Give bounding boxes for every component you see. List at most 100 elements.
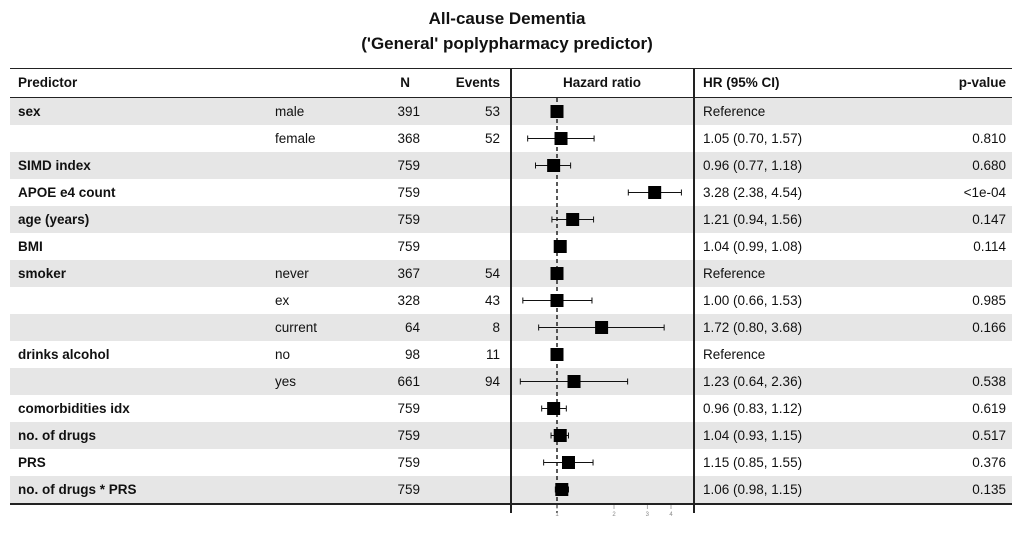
forest-point [541,402,567,415]
level-cell: male [275,104,305,119]
forest-point [550,348,564,361]
hr-ci-cell: 1.05 (0.70, 1.57) [703,131,803,146]
n-cell: 759 [397,212,420,227]
hr-ci-cell: 1.23 (0.64, 2.36) [703,374,803,389]
hr-ci-cell: 1.21 (0.94, 1.56) [703,212,803,227]
table-row: comorbidities idx 759 0.96 (0.83, 1.12) 0.6… [10,395,1012,422]
level-cell: yes [275,374,297,389]
header-events: Events [455,75,500,90]
events-cell: 8 [492,320,500,335]
hr-square [555,483,569,496]
forest-point [550,429,569,442]
forest-point [522,294,593,307]
pvalue-cell: 0.147 [972,212,1006,227]
n-cell: 64 [404,320,420,335]
table-row: ex 328 43 1.00 (0.66, 1.53) 0.985 [10,287,1012,314]
hr-square [561,456,575,469]
forest-point [551,213,595,226]
n-cell: 759 [397,185,420,200]
n-cell: 98 [404,347,420,362]
predictor-cell: APOE e4 count [18,185,116,200]
level-cell: no [275,347,291,362]
hr-ci-cell: 1.04 (0.93, 1.15) [703,428,803,443]
n-cell: 759 [397,428,420,443]
n-cell: 328 [397,293,420,308]
header-hr-ci: HR (95% CI) [703,75,780,90]
hr-ci-cell: Reference [703,347,766,362]
forest-plot: 1 2 3 4 [519,98,682,518]
events-cell: 53 [484,104,500,119]
forest-point [535,159,572,172]
pvalue-cell: 0.985 [972,293,1006,308]
hr-ci-cell: 1.15 (0.85, 1.55) [703,455,803,470]
events-cell: 94 [484,374,500,389]
hr-ci-cell: 1.04 (0.99, 1.08) [703,239,803,254]
table-row: no. of drugs * PRS 759 1.06 (0.98, 1.15) 0.… [10,476,1012,503]
predictor-cell: drinks alcohol [18,347,110,362]
n-cell: 759 [397,482,420,497]
predictor-cell: SIMD index [18,158,91,173]
table-bottom-border [10,503,1012,505]
level-cell: current [275,320,318,335]
header-pvalue: p-value [958,75,1006,90]
hr-ci-cell: 1.72 (0.80, 3.68) [703,320,803,335]
pvalue-cell: 0.680 [972,158,1006,173]
hr-ci-cell: 3.28 (2.38, 4.54) [703,185,803,200]
hr-square [550,294,564,307]
hr-square [554,132,568,145]
n-cell: 368 [397,131,420,146]
pvalue-cell: 0.114 [973,239,1006,254]
n-cell: 367 [397,266,420,281]
x-tick-label: 4 [669,512,673,518]
pvalue-cell: 0.538 [972,374,1006,389]
hr-square [550,105,564,118]
n-cell: 391 [397,104,420,119]
header-hazard-ratio: Hazard ratio [562,75,642,90]
forest-point [550,267,564,280]
predictor-cell: no. of drugs * PRS [18,482,137,497]
forest-table: Predictor N Events Hazard ratio HR (95% … [10,68,1012,518]
forest-point [543,456,594,469]
table-row: PRS 759 1.15 (0.85, 1.55) 0.376 [10,449,1012,476]
hr-ci-cell: 1.06 (0.98, 1.15) [703,482,803,497]
chart-subtitle: ('General' poplypharmacy predictor) [361,34,653,53]
level-cell: ex [275,293,290,308]
forest-point [553,240,567,253]
hr-square [648,186,662,199]
forest-point [550,105,564,118]
table-row: female 368 52 1.05 (0.70, 1.57) 0.810 [10,125,1012,152]
predictor-cell: no. of drugs [18,428,96,443]
n-cell: 759 [397,455,420,470]
hr-square [550,267,564,280]
events-cell: 54 [484,266,500,281]
pvalue-cell: 0.166 [972,320,1006,335]
hr-square [547,402,561,415]
header-predictor: Predictor [18,75,78,90]
hr-ci-cell: 0.96 (0.77, 1.18) [703,158,803,173]
forest-point [627,186,682,199]
pvalue-cell: 0.376 [972,455,1006,470]
pvalue-cell: 0.517 [972,428,1006,443]
table-row: BMI 759 1.04 (0.99, 1.08) 0.114 [10,233,1012,260]
hr-square [553,240,567,253]
hr-ci-cell: 1.00 (0.66, 1.53) [703,293,803,308]
x-tick-label: 2 [612,512,616,518]
hr-square [567,375,581,388]
x-tick-label: 3 [646,512,650,518]
forest-point [538,321,665,334]
predictor-cell: sex [18,104,41,119]
separator-left [510,68,512,513]
pvalue-cell: 0.619 [972,401,1006,416]
hr-square [566,213,580,226]
predictor-cell: BMI [18,239,43,254]
hr-ci-cell: Reference [703,104,766,119]
hr-square [595,321,609,334]
predictor-cell: PRS [18,455,46,470]
level-cell: never [275,266,309,281]
chart-title: All-cause Dementia [428,9,586,28]
separator-right [693,68,695,513]
hr-square [550,348,564,361]
header-n: N [400,75,410,90]
hr-ci-cell: 0.96 (0.83, 1.12) [703,401,803,416]
n-cell: 759 [397,401,420,416]
